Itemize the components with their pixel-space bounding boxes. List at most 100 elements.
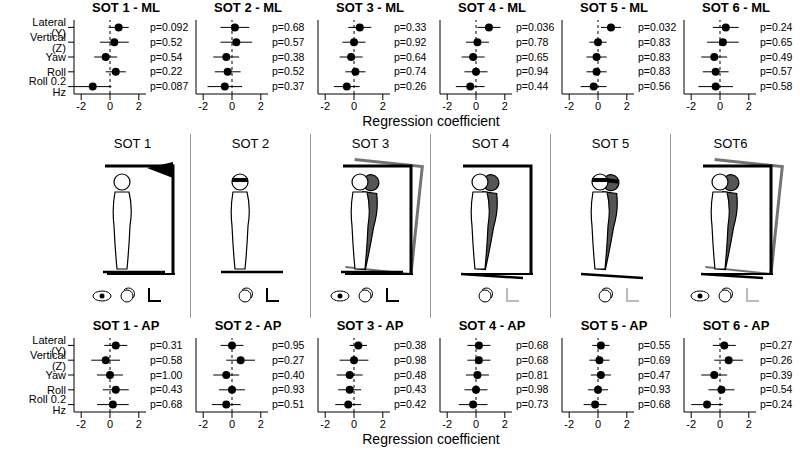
svg-text:p=0.27: p=0.27 [760,339,793,351]
svg-text:2: 2 [258,418,264,430]
svg-text:Yaw: Yaw [45,369,66,381]
svg-text:p=0.27: p=0.27 [272,354,305,366]
svg-text:2: 2 [746,418,752,430]
svg-text:p=0.83: p=0.83 [638,51,671,63]
svg-text:p=0.83: p=0.83 [638,65,671,77]
svg-text:-2: -2 [198,100,208,112]
svg-text:2: 2 [380,100,386,112]
svg-text:p=0.38: p=0.38 [272,51,305,63]
svg-text:p=0.44: p=0.44 [516,80,549,92]
svg-text:2: 2 [380,418,386,430]
svg-text:0: 0 [107,418,113,430]
svg-text:p=0.54: p=0.54 [760,383,793,395]
svg-text:0: 0 [595,100,601,112]
svg-text:p=0.81: p=0.81 [516,369,549,381]
svg-text:0: 0 [717,418,723,430]
svg-text:p=0.95: p=0.95 [272,339,305,351]
svg-text:p=0.68: p=0.68 [516,339,549,351]
svg-text:p=0.40: p=0.40 [272,369,305,381]
svg-text:p=0.092: p=0.092 [150,21,188,33]
svg-text:p=0.032: p=0.032 [638,21,676,33]
svg-text:0: 0 [351,418,357,430]
svg-text:p=0.68: p=0.68 [150,398,183,410]
svg-text:-2: -2 [686,418,696,430]
svg-text:0: 0 [595,418,601,430]
svg-text:-2: -2 [76,418,86,430]
svg-text:0: 0 [717,100,723,112]
svg-text:p=0.51: p=0.51 [272,398,305,410]
svg-text:2: 2 [502,418,508,430]
svg-text:Yaw: Yaw [45,51,66,63]
svg-text:p=0.68: p=0.68 [516,354,549,366]
svg-text:p=0.58: p=0.58 [150,354,183,366]
svg-text:-2: -2 [320,418,330,430]
svg-text:p=0.57: p=0.57 [760,65,793,77]
svg-text:p=0.65: p=0.65 [516,51,549,63]
svg-text:-2: -2 [564,100,574,112]
svg-text:p=0.49: p=0.49 [760,51,793,63]
svg-text:p=0.42: p=0.42 [394,398,427,410]
svg-text:p=0.65: p=0.65 [760,36,793,48]
svg-text:2: 2 [136,100,142,112]
svg-text:p=0.31: p=0.31 [150,339,183,351]
svg-text:p=0.43: p=0.43 [394,383,427,395]
svg-text:2: 2 [136,418,142,430]
svg-text:p=0.087: p=0.087 [150,80,188,92]
svg-text:p=0.52: p=0.52 [150,36,183,48]
svg-text:p=0.43: p=0.43 [150,383,183,395]
svg-text:p=0.93: p=0.93 [638,383,671,395]
svg-text:SOT 3: SOT 3 [352,136,389,151]
svg-text:2: 2 [502,100,508,112]
svg-text:p=0.69: p=0.69 [638,354,671,366]
svg-text:p=0.38: p=0.38 [394,339,427,351]
svg-text:p=0.55: p=0.55 [638,339,671,351]
svg-text:p=0.24: p=0.24 [760,398,793,410]
svg-text:p=0.33: p=0.33 [394,21,427,33]
svg-text:p=0.94: p=0.94 [516,65,549,77]
svg-text:2: 2 [624,418,630,430]
svg-text:p=0.73: p=0.73 [516,398,549,410]
svg-text:SOT 4: SOT 4 [472,136,509,151]
svg-text:p=0.98: p=0.98 [516,383,549,395]
svg-text:-2: -2 [564,418,574,430]
svg-text:0: 0 [473,418,479,430]
svg-text:0: 0 [107,100,113,112]
svg-text:-2: -2 [442,100,452,112]
svg-text:p=0.56: p=0.56 [638,80,671,92]
svg-text:p=0.98: p=0.98 [394,354,427,366]
svg-text:p=0.48: p=0.48 [394,369,427,381]
svg-text:0: 0 [229,100,235,112]
svg-text:p=0.93: p=0.93 [272,383,305,395]
svg-text:p=0.83: p=0.83 [638,36,671,48]
svg-text:SOT 2: SOT 2 [232,136,269,151]
svg-text:p=0.78: p=0.78 [516,36,549,48]
svg-text:p=0.26: p=0.26 [760,354,793,366]
svg-text:0: 0 [351,100,357,112]
svg-text:p=0.47: p=0.47 [638,369,671,381]
svg-text:SOT 1: SOT 1 [114,136,151,151]
svg-text:-2: -2 [442,418,452,430]
svg-text:0: 0 [229,418,235,430]
svg-text:2: 2 [624,100,630,112]
svg-text:p=0.22: p=0.22 [150,65,183,77]
svg-text:Roll 0.2Hz: Roll 0.2Hz [29,75,66,98]
svg-text:Roll 0.2Hz: Roll 0.2Hz [29,393,66,416]
svg-text:p=0.58: p=0.58 [760,80,793,92]
svg-text:p=0.26: p=0.26 [394,80,427,92]
svg-text:-2: -2 [198,418,208,430]
svg-text:0: 0 [473,100,479,112]
svg-text:p=0.68: p=0.68 [272,21,305,33]
svg-text:2: 2 [258,100,264,112]
svg-text:SOT 5: SOT 5 [592,136,629,151]
svg-text:-2: -2 [686,100,696,112]
svg-text:p=0.24: p=0.24 [760,21,793,33]
svg-text:p=1.00: p=1.00 [150,369,183,381]
svg-text:p=0.92: p=0.92 [394,36,427,48]
svg-text:p=0.74: p=0.74 [394,65,427,77]
svg-text:2: 2 [746,100,752,112]
svg-text:p=0.37: p=0.37 [272,80,305,92]
svg-text:SOT6: SOT6 [714,136,748,151]
svg-text:p=0.68: p=0.68 [638,398,671,410]
svg-text:p=0.64: p=0.64 [394,51,427,63]
svg-text:p=0.54: p=0.54 [150,51,183,63]
